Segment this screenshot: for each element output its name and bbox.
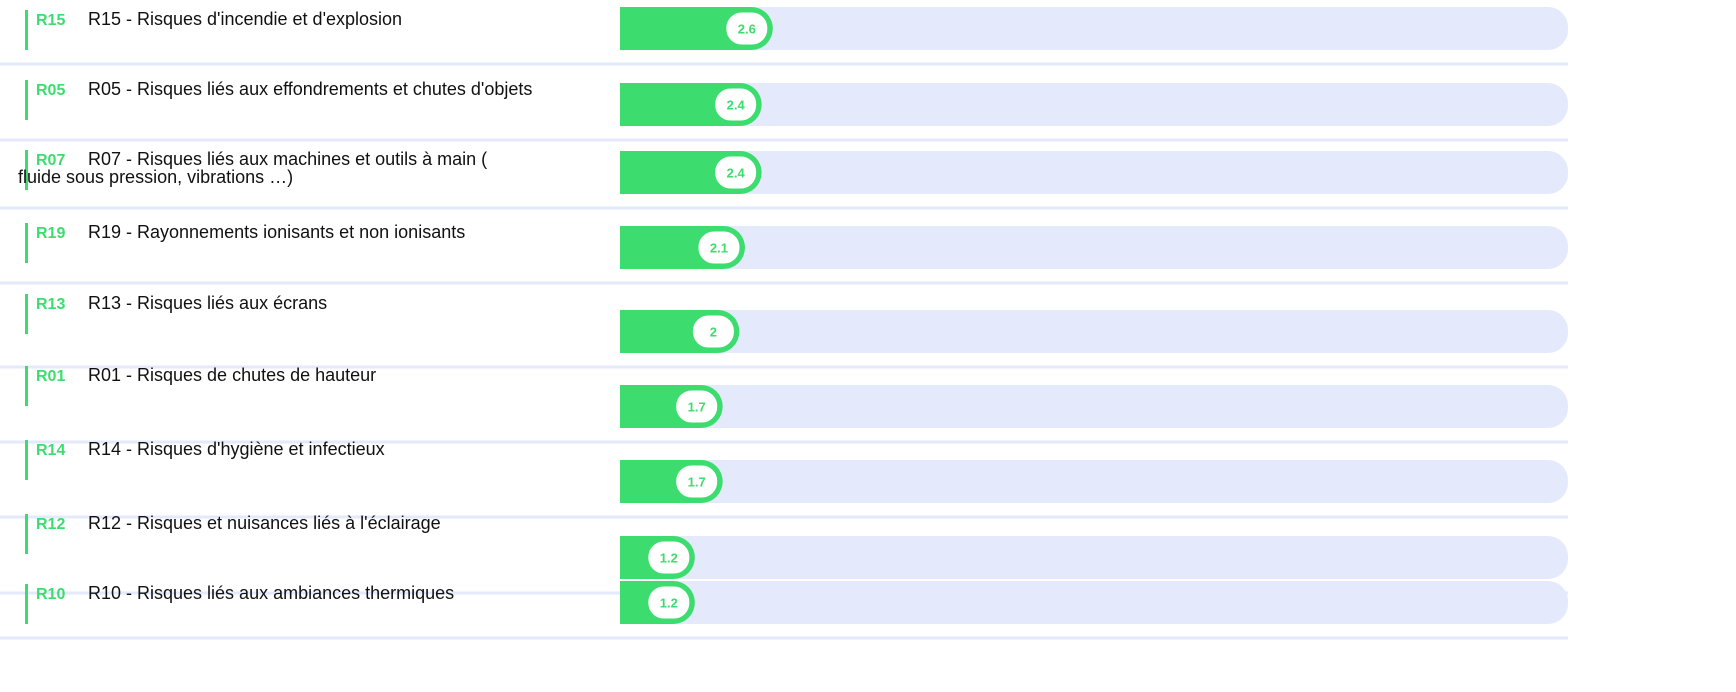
value-badge	[723, 9, 771, 48]
value-badge	[695, 228, 743, 267]
category-label: R12 - Risques et nuisances liés à l'écla…	[88, 513, 441, 533]
value-label: 1.2	[660, 551, 678, 566]
row-accent	[25, 150, 28, 190]
category-label: R07 - Risques liés aux machines et outil…	[18, 149, 487, 187]
bar-track	[620, 460, 1568, 503]
row-accent	[25, 514, 28, 554]
value-badge	[645, 583, 693, 622]
row-accent	[25, 294, 28, 334]
row-accent	[25, 10, 28, 50]
category-label: R14 - Risques d'hygiène et infectieux	[88, 439, 385, 459]
category-label: R05 - Risques liés aux effondrements et …	[88, 79, 532, 99]
category-label: R01 - Risques de chutes de hauteur	[88, 365, 376, 385]
value-label: 2.4	[727, 166, 746, 181]
row-accent	[25, 223, 28, 263]
category-code: R13	[36, 296, 65, 313]
value-label: 1.7	[688, 475, 706, 490]
category-code: R19	[36, 225, 65, 242]
row-accent	[25, 366, 28, 406]
bar-track	[620, 385, 1568, 428]
category-label: R19 - Rayonnements ionisants et non ioni…	[88, 222, 465, 242]
value-label: 2.4	[727, 98, 746, 113]
value-badge	[689, 312, 737, 351]
category-code: R05	[36, 82, 65, 99]
value-badge	[712, 153, 760, 192]
bar-track	[620, 536, 1568, 579]
category-label: R10 - Risques liés aux ambiances thermiq…	[88, 583, 454, 603]
category-code: R01	[36, 368, 65, 385]
value-badge	[673, 387, 721, 426]
bar-track	[620, 581, 1568, 624]
category-code: R15	[36, 12, 65, 29]
row-accent	[25, 80, 28, 120]
bar-track	[620, 310, 1568, 353]
category-code: R10	[36, 586, 65, 603]
bar-track	[620, 226, 1568, 269]
category-label: R13 - Risques liés aux écrans	[88, 293, 327, 313]
value-label: 1.2	[660, 596, 678, 611]
row-accent	[25, 440, 28, 480]
value-label: 2.1	[710, 241, 728, 256]
value-badge	[712, 85, 760, 124]
category-code: R14	[36, 442, 65, 459]
value-badge	[673, 462, 721, 501]
row-accent	[25, 584, 28, 624]
category-code: R07	[36, 152, 65, 169]
bar-track	[620, 83, 1568, 126]
bar-track	[620, 151, 1568, 194]
value-label: 2	[710, 325, 717, 340]
value-badge	[645, 538, 693, 577]
bar-track	[620, 7, 1568, 50]
value-label: 1.7	[688, 400, 706, 415]
category-code: R12	[36, 516, 65, 533]
category-label: R15 - Risques d'incendie et d'explosion	[88, 9, 402, 29]
value-label: 2.6	[738, 22, 756, 37]
